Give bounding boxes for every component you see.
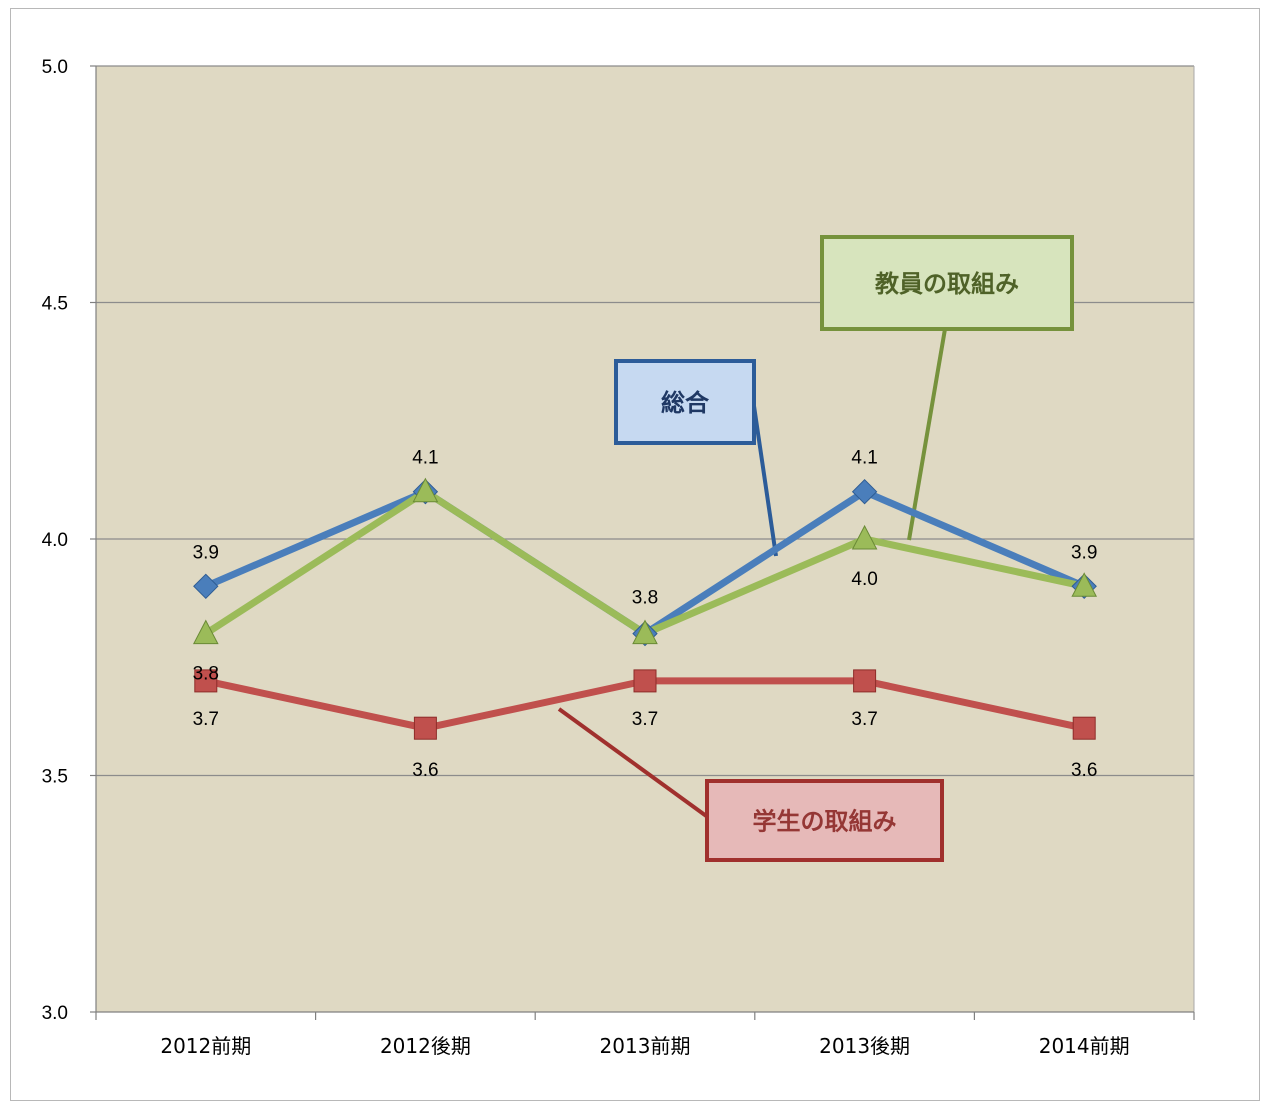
data-point-diamond [851,478,878,505]
category-label: 2013前期 [600,1034,691,1058]
data-point-triangle [632,619,658,645]
data-point-square [633,669,657,693]
y-tick-label: 5.0 [42,57,68,78]
y-tick-label: 3.0 [42,1003,68,1024]
data-label: 3.8 [193,664,219,685]
callout-box [820,235,1074,331]
callout-leader-line [557,707,711,820]
y-tick-labels: 3.0 3.5 4.0 4.5 5.0 [42,57,68,1024]
y-tick-label: 3.5 [42,767,68,788]
data-labels: 3.9 4.1 3.8 4.1 3.9 3.8 4.0 3.7 3.6 3.7 3.7 3.6 [193,448,1098,782]
data-point-square [413,716,437,740]
callout-label: 学生の取組み [753,808,897,836]
data-point-triangle [412,477,439,503]
callout-label: 教員の取組み [875,270,1019,298]
data-label: 3.7 [632,709,658,730]
category-label: 2012後期 [380,1034,471,1058]
data-point-diamond [193,573,219,600]
category-label: 2013後期 [819,1034,910,1058]
category-label: 2014前期 [1039,1034,1130,1058]
callout-box [614,359,756,445]
data-label: 4.1 [851,448,877,469]
callout-label: 総合 [661,389,710,417]
data-label: 3.6 [412,760,438,781]
data-point-triangle [851,524,878,550]
data-label: 4.1 [412,448,438,469]
category-labels: 2012前期 2012後期 2013前期 2013後期 2014前期 [160,1034,1129,1058]
gridlines [96,65,1194,777]
category-label: 2012前期 [160,1034,251,1058]
callout-leaders [557,328,947,820]
data-label: 3.6 [1071,760,1097,781]
series-markers [192,477,1098,740]
data-point-square [1072,716,1096,740]
y-tick-label: 4.5 [42,294,68,315]
data-label: 3.9 [1071,542,1097,563]
data-label: 3.7 [193,709,219,730]
data-point-triangle [1071,572,1098,597]
data-label: 3.9 [193,542,219,563]
callout-leader-line [907,328,947,541]
chart-frame [10,8,1260,1101]
callout-box [705,779,944,862]
data-label: 3.7 [851,709,877,730]
data-point-triangle [192,619,219,645]
data-point-square [853,669,877,693]
data-point-square [194,669,218,693]
callout-leader-line [752,405,778,557]
y-tick-label: 4.0 [42,530,68,551]
data-label: 3.8 [632,588,658,609]
data-label: 4.0 [851,569,877,590]
axes [90,65,1195,1020]
